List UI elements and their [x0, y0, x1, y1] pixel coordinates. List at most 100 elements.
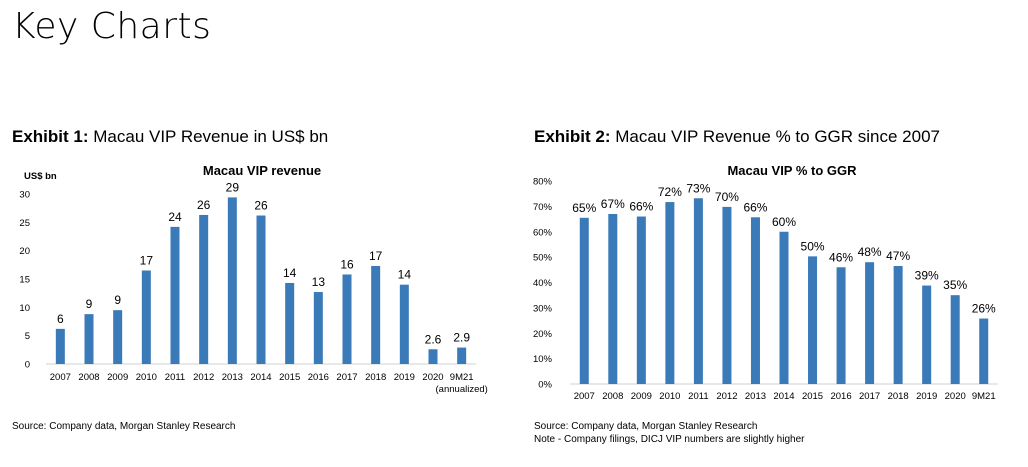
- x-tick-label: 2013: [222, 372, 243, 383]
- bar: [371, 265, 381, 364]
- data-label: 24: [168, 210, 182, 224]
- exhibit-2-label: Exhibit 2:: [534, 127, 611, 146]
- x-tick-label: 2020: [945, 391, 966, 402]
- exhibit-2-note: Note - Company filings, DICJ VIP numbers…: [534, 434, 805, 445]
- x-tick-label: 2015: [802, 391, 823, 402]
- y-tick-label: 0%: [538, 380, 552, 391]
- bar: [170, 226, 180, 364]
- x-tick-label: 2016: [308, 372, 329, 383]
- bar: [227, 197, 237, 364]
- data-label: 16: [340, 257, 354, 271]
- data-label: 50%: [801, 239, 825, 253]
- x-tick-label: 2017: [859, 391, 880, 402]
- bar: [55, 328, 65, 364]
- data-label: 66%: [743, 200, 767, 214]
- bar: [399, 284, 409, 364]
- y-tick-label: 10: [19, 303, 30, 314]
- data-label: 26: [254, 199, 268, 213]
- data-label: 39%: [915, 269, 939, 283]
- data-label: 35%: [943, 278, 967, 292]
- bar: [313, 292, 323, 364]
- x-tick-label: 2016: [830, 391, 851, 402]
- x-tick-label: 2020: [422, 372, 443, 383]
- data-label: 17: [369, 249, 383, 263]
- bar: [893, 266, 903, 384]
- x-tick-label: 2012: [716, 391, 737, 402]
- exhibit-2-source: Source: Company data, Morgan Stanley Res…: [534, 420, 804, 446]
- bar: [922, 285, 932, 384]
- x-tick-label: 2019: [916, 391, 937, 402]
- y-tick-label: 25: [19, 218, 30, 229]
- y-tick-label: 20%: [533, 329, 553, 340]
- bar: [693, 198, 703, 384]
- x-tick-label: 2008: [602, 391, 623, 402]
- y-tick-label: 30%: [533, 303, 553, 314]
- data-label: 46%: [829, 250, 853, 264]
- x-tick-label: 2011: [165, 372, 185, 383]
- bar: [722, 206, 732, 384]
- y-tick-label: 30: [19, 190, 30, 201]
- data-label: 6: [57, 312, 64, 326]
- y-tick-label: 50%: [533, 253, 553, 264]
- bar: [457, 347, 467, 364]
- y-tick-label: 40%: [533, 278, 553, 289]
- bar: [579, 217, 589, 384]
- x-tick-label: 2018: [888, 391, 909, 402]
- x-tick-label: 2007: [574, 391, 595, 402]
- data-label: 13: [312, 275, 326, 289]
- bar: [636, 216, 646, 384]
- data-label: 2.6: [425, 332, 442, 346]
- exhibit-1-source: Source: Company data, Morgan Stanley Res…: [12, 420, 235, 433]
- y-tick-label: 5: [25, 331, 30, 342]
- data-label: 67%: [601, 197, 625, 211]
- x-tick-label: 2014: [773, 391, 794, 402]
- x-tick-label: 2010: [136, 372, 157, 383]
- bar: [836, 267, 846, 384]
- x-tick-label: 2009: [107, 372, 128, 383]
- bar: [285, 282, 295, 364]
- data-label: 65%: [572, 201, 596, 215]
- bar: [808, 256, 818, 384]
- data-label: 9: [114, 293, 121, 307]
- bar: [113, 310, 123, 364]
- bar: [428, 349, 438, 364]
- exhibit-1-title: Macau VIP Revenue in US$ bn: [93, 127, 329, 146]
- x-tick-label: 2018: [365, 372, 386, 383]
- y-tick-label: 20: [19, 246, 30, 257]
- x-tick-label: 2013: [745, 391, 766, 402]
- y-tick-label: 15: [19, 275, 30, 286]
- data-label: 66%: [629, 200, 653, 214]
- x-tick-label: 2008: [78, 372, 99, 383]
- data-label: 60%: [772, 215, 796, 229]
- data-label: 73%: [686, 181, 710, 195]
- exhibit-2-source-text: Source: Company data, Morgan Stanley Res…: [534, 421, 758, 432]
- data-label: 48%: [858, 245, 882, 259]
- data-label: 17: [140, 254, 154, 268]
- data-label: 47%: [886, 249, 910, 263]
- data-label: 26%: [972, 302, 996, 316]
- data-label: 14: [283, 266, 297, 280]
- y-axis-label: US$ bn: [24, 171, 57, 182]
- exhibit-1-source-text: Source: Company data, Morgan Stanley Res…: [12, 421, 236, 432]
- exhibit-1-heading: Exhibit 1: Macau VIP Revenue in US$ bn: [12, 127, 328, 147]
- x-tick-label: 2007: [50, 372, 71, 383]
- bar: [665, 202, 675, 384]
- x-tick-label: 2015: [279, 372, 300, 383]
- x-tick-sublabel: (annualized): [436, 384, 488, 395]
- y-tick-label: 80%: [533, 177, 553, 188]
- bar: [84, 314, 94, 364]
- x-tick-label: 2010: [659, 391, 680, 402]
- data-label: 26: [197, 198, 211, 212]
- bar: [342, 274, 352, 364]
- y-tick-label: 60%: [533, 227, 553, 238]
- bar: [779, 231, 789, 384]
- bar: [141, 270, 151, 364]
- x-tick-label: 2012: [193, 372, 214, 383]
- data-label: 2.9: [453, 331, 470, 345]
- chart-title: Macau VIP % to GGR: [727, 163, 857, 178]
- page-title: Key Charts: [12, 6, 212, 47]
- x-tick-label: 2014: [250, 372, 271, 383]
- x-tick-label: 2019: [394, 372, 415, 383]
- bar: [865, 262, 875, 384]
- y-tick-label: 0: [25, 360, 30, 371]
